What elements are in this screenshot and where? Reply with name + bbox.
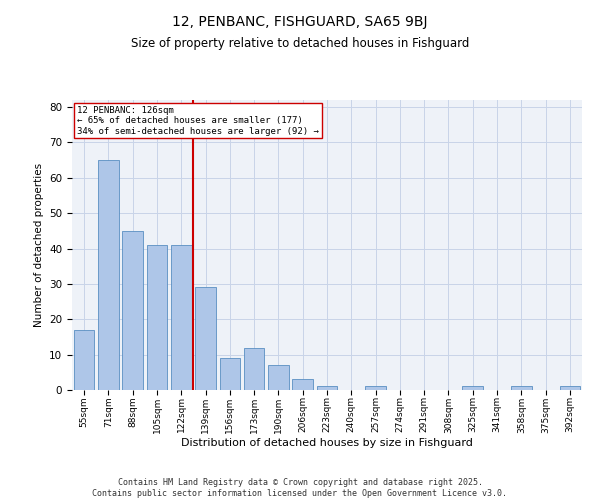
Text: 12, PENBANC, FISHGUARD, SA65 9BJ: 12, PENBANC, FISHGUARD, SA65 9BJ <box>172 15 428 29</box>
Text: 12 PENBANC: 126sqm
← 65% of detached houses are smaller (177)
34% of semi-detach: 12 PENBANC: 126sqm ← 65% of detached hou… <box>77 106 319 136</box>
Text: Contains HM Land Registry data © Crown copyright and database right 2025.
Contai: Contains HM Land Registry data © Crown c… <box>92 478 508 498</box>
Bar <box>98 160 119 390</box>
Y-axis label: Number of detached properties: Number of detached properties <box>34 163 44 327</box>
Bar <box>292 380 313 390</box>
Bar <box>268 365 289 390</box>
Bar <box>560 386 580 390</box>
Bar <box>244 348 265 390</box>
Bar <box>317 386 337 390</box>
Bar <box>74 330 94 390</box>
X-axis label: Distribution of detached houses by size in Fishguard: Distribution of detached houses by size … <box>181 438 473 448</box>
Bar <box>463 386 483 390</box>
Bar <box>220 358 240 390</box>
Bar <box>511 386 532 390</box>
Bar <box>195 288 216 390</box>
Bar <box>146 245 167 390</box>
Bar <box>365 386 386 390</box>
Text: Size of property relative to detached houses in Fishguard: Size of property relative to detached ho… <box>131 38 469 51</box>
Bar <box>171 245 191 390</box>
Bar <box>122 231 143 390</box>
